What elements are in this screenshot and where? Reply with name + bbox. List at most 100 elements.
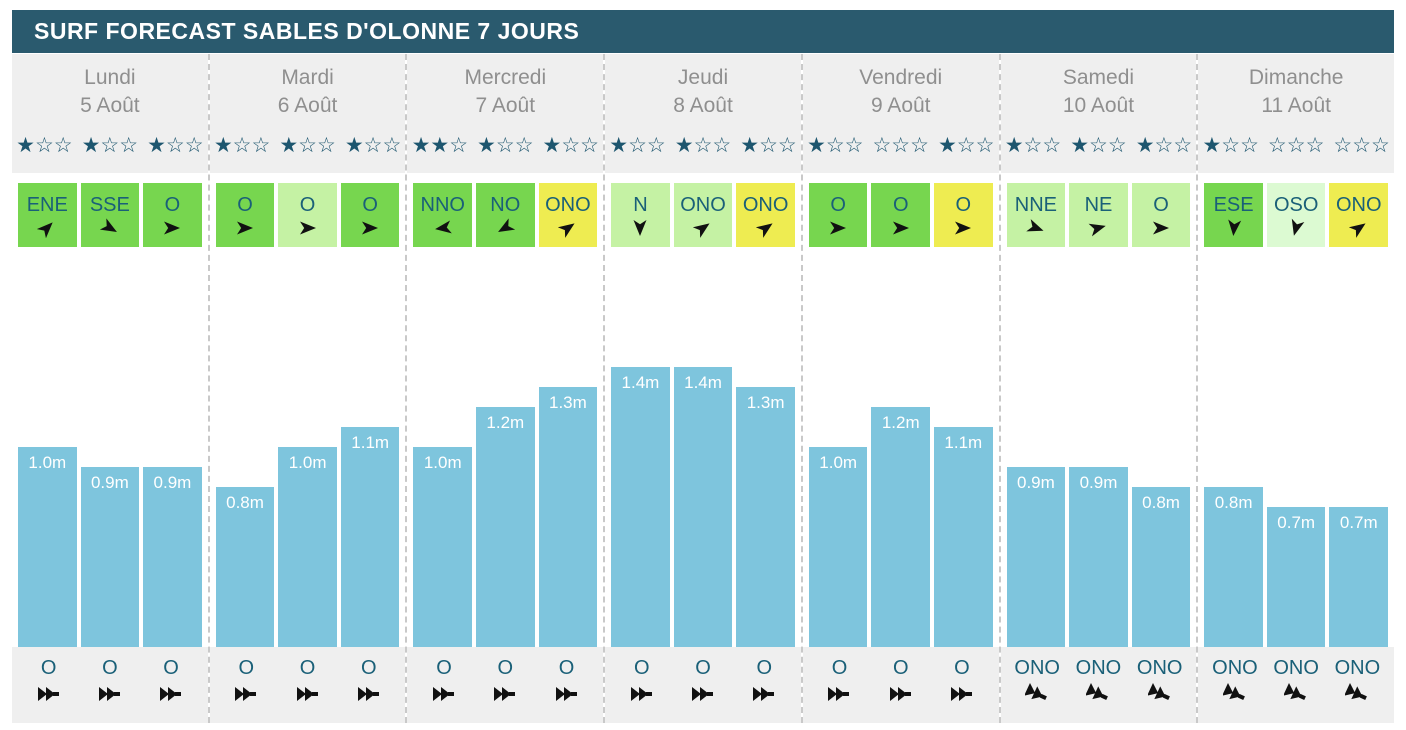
- wave-bar: 0.8m: [215, 487, 275, 647]
- star-rating: ★☆☆: [344, 134, 402, 157]
- swell-direction-arrow-icon: [752, 683, 776, 705]
- day-header: Vendredi 9 Août ★☆☆ ☆☆☆ ★☆☆: [802, 54, 999, 173]
- star-rating: ☆☆☆: [1267, 134, 1325, 157]
- swell-direction-label: O: [558, 657, 575, 679]
- day-name: Jeudi: [677, 66, 729, 89]
- star-ratings: ★☆☆ ☆☆☆ ☆☆☆: [1198, 133, 1394, 159]
- day-name: Vendredi: [859, 66, 943, 89]
- star-rating: ☆☆☆: [872, 134, 929, 157]
- wave-bar: 1.3m: [736, 387, 795, 647]
- wind-cell: NNO: [413, 183, 473, 247]
- swell-direction-arrow-icon: [630, 683, 654, 705]
- wave-bar-slot: 1.2m: [476, 407, 535, 647]
- wind-direction-label: NE: [1084, 193, 1113, 216]
- star-ratings: ★☆☆ ☆☆☆ ★☆☆: [803, 133, 999, 159]
- wind-direction-label: ONO: [742, 193, 789, 216]
- day-header: Lundi 5 Août ★☆☆ ★☆☆ ★☆☆: [12, 54, 208, 173]
- wind-direction-arrow-icon: [1286, 218, 1306, 238]
- day-name: Samedi: [1062, 66, 1135, 89]
- day-header: Mardi 6 Août ★☆☆ ★☆☆ ★☆☆: [209, 54, 406, 173]
- star-rating: ★☆☆: [740, 134, 797, 157]
- page-title-text: SURF FORECAST SABLES D'OLONNE 7 JOURS: [34, 18, 580, 44]
- day-header: Mercredi 7 Août ★★☆ ★☆☆ ★☆☆: [407, 54, 604, 173]
- swell-cell: O: [809, 655, 870, 723]
- day-header: Jeudi 8 Août ★☆☆ ★☆☆ ★☆☆: [605, 54, 801, 173]
- wind-row: ENE SSE O: [12, 183, 208, 247]
- wind-direction-arrow-icon: [37, 218, 57, 238]
- wave-height-chart: 1.0m 1.2m 1.1m: [803, 247, 999, 647]
- wind-direction-arrow-icon: [1088, 218, 1108, 238]
- wind-direction-label: O: [237, 193, 253, 216]
- wind-cell: ONO: [1329, 183, 1389, 247]
- swell-direction-arrow-icon: [1345, 683, 1369, 705]
- swell-row: ONO ONO ONO: [1198, 647, 1395, 723]
- wave-bar: 0.7m: [1266, 507, 1326, 647]
- wind-direction-arrow-icon: [433, 218, 453, 238]
- wave-bar-slot: 0.8m: [1131, 487, 1191, 647]
- swell-cell: ONO: [1007, 655, 1068, 723]
- wind-direction-arrow-icon: [828, 218, 848, 238]
- swell-direction-arrow-icon: [555, 683, 579, 705]
- swell-direction-arrow-icon: [1086, 683, 1110, 705]
- swell-cell: O: [140, 655, 201, 723]
- wave-bar-slot: 1.3m: [538, 387, 598, 647]
- swell-direction-arrow-icon: [493, 683, 517, 705]
- swell-row: ONO ONO ONO: [1000, 647, 1197, 723]
- wind-direction-label: ONO: [680, 193, 726, 216]
- wave-bar-slot: 1.3m: [736, 387, 795, 647]
- day-column-mardi: Mardi 6 Août ★☆☆ ★☆☆ ★☆☆ O O O 0.8m 1.0m 1.1m O O O: [209, 54, 408, 723]
- swell-direction-label: O: [892, 657, 909, 679]
- wind-cell: O: [934, 183, 993, 247]
- swell-direction-arrow-icon: [159, 683, 183, 705]
- wave-height-chart: 1.4m 1.4m 1.3m: [605, 247, 801, 647]
- wind-cell: O: [215, 183, 275, 247]
- day-column-mercredi: Mercredi 7 Août ★★☆ ★☆☆ ★☆☆ NNO NO ONO 1.0m 1.2m 1…: [407, 54, 606, 723]
- wind-row: ESE OSO ONO: [1198, 183, 1394, 247]
- swell-cell: ONO: [1129, 655, 1190, 723]
- wind-cell: ESE: [1204, 183, 1263, 247]
- wave-bar: 1.1m: [934, 427, 993, 647]
- wind-row: NNE NE O: [1001, 183, 1197, 247]
- star-rating: ★☆☆: [16, 134, 73, 157]
- wind-cell: O: [871, 183, 931, 247]
- page-title: SURF FORECAST SABLES D'OLONNE 7 JOURS: [12, 10, 1394, 53]
- wave-bar: 0.9m: [1069, 467, 1128, 647]
- swell-cell: O: [931, 655, 992, 723]
- star-rating: ★☆☆: [1202, 134, 1259, 157]
- swell-cell: O: [536, 655, 597, 723]
- wind-direction-arrow-icon: [630, 218, 650, 238]
- wave-bar: 1.4m: [611, 367, 670, 647]
- swell-direction-label: O: [695, 657, 711, 679]
- swell-direction-label: ONO: [1014, 657, 1060, 679]
- swell-direction-label: O: [436, 657, 452, 679]
- swell-direction-label: ONO: [1136, 657, 1183, 679]
- swell-cell: O: [216, 655, 277, 723]
- wind-cell: O: [808, 183, 868, 247]
- star-rating: ★☆☆: [1004, 134, 1062, 157]
- wind-direction-label: ONO: [545, 193, 591, 216]
- swell-direction-label: O: [361, 657, 377, 679]
- wind-direction-arrow-icon: [891, 218, 911, 238]
- swell-cell: O: [18, 655, 79, 723]
- swell-cell: O: [611, 655, 672, 723]
- wind-direction-arrow-icon: [1026, 218, 1046, 238]
- wind-direction-label: O: [892, 193, 909, 216]
- swell-direction-arrow-icon: [827, 683, 851, 705]
- wind-cell: ENE: [18, 183, 77, 247]
- day-column-vendredi: Vendredi 9 Août ★☆☆ ☆☆☆ ★☆☆ O O O 1.0m 1.2m 1.1m O O…: [802, 54, 1001, 723]
- wind-direction-arrow-icon: [298, 218, 318, 238]
- wind-direction-label: ENE: [26, 193, 68, 216]
- wind-direction-label: O: [164, 193, 181, 216]
- swell-direction-label: O: [831, 657, 848, 679]
- wind-direction-label: NNO: [420, 193, 465, 216]
- swell-cell: O: [870, 655, 931, 723]
- wind-direction-arrow-icon: [557, 218, 578, 238]
- wave-bar-slot: 0.9m: [143, 467, 202, 647]
- wind-direction-arrow-icon: [953, 218, 973, 238]
- swell-direction-label: O: [102, 657, 118, 679]
- wind-cell: NO: [476, 183, 535, 247]
